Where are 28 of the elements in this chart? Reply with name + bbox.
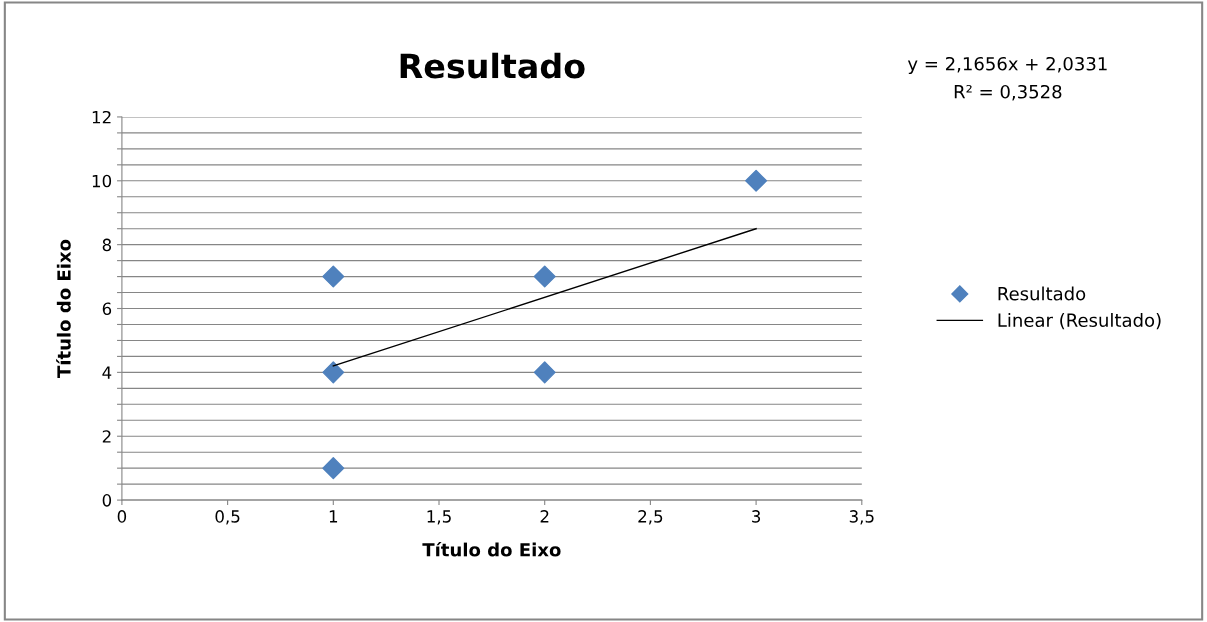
y-tick-label: 12 bbox=[92, 110, 111, 124]
y-tick-label: 4 bbox=[102, 366, 112, 379]
y-tick-label: 8 bbox=[102, 238, 112, 252]
point bbox=[745, 169, 768, 192]
y-axis-title: Título do Eixo bbox=[56, 239, 71, 378]
x-tick-label: 3 bbox=[752, 510, 761, 523]
x-tick-label: 2 bbox=[540, 510, 549, 523]
x-tick-label: 1 bbox=[329, 510, 338, 523]
text: R² = 0,3528 bbox=[954, 84, 1062, 101]
x-tick-label: 2,5 bbox=[638, 510, 663, 525]
y-tick-label: 10 bbox=[92, 174, 112, 188]
point bbox=[533, 361, 556, 384]
chart-title: Resultado bbox=[400, 52, 585, 79]
point bbox=[322, 361, 345, 384]
point bbox=[322, 457, 345, 480]
x-axis-title: Título do Eixo bbox=[422, 541, 561, 557]
point bbox=[533, 265, 556, 288]
y-tick-label: 6 bbox=[102, 302, 112, 316]
x-tick-label: 0 bbox=[117, 510, 127, 523]
text: y = 2,1656x + 2,0331 bbox=[907, 56, 1107, 75]
x-tick-label: 0,5 bbox=[215, 510, 240, 525]
legend-label: Resultado bbox=[998, 286, 1086, 301]
legend-label: Linear (Resultado) bbox=[998, 313, 1161, 330]
y-tick-label: 2 bbox=[102, 430, 111, 443]
point bbox=[322, 265, 345, 288]
y-tick-label: 0 bbox=[102, 494, 112, 507]
x-tick-label: 1,5 bbox=[427, 510, 451, 525]
x-tick-label: 3,5 bbox=[849, 510, 874, 525]
